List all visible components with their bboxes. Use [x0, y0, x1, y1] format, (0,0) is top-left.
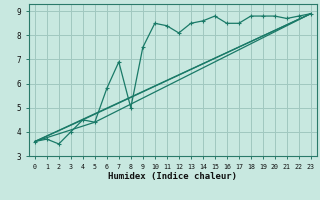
X-axis label: Humidex (Indice chaleur): Humidex (Indice chaleur)	[108, 172, 237, 181]
